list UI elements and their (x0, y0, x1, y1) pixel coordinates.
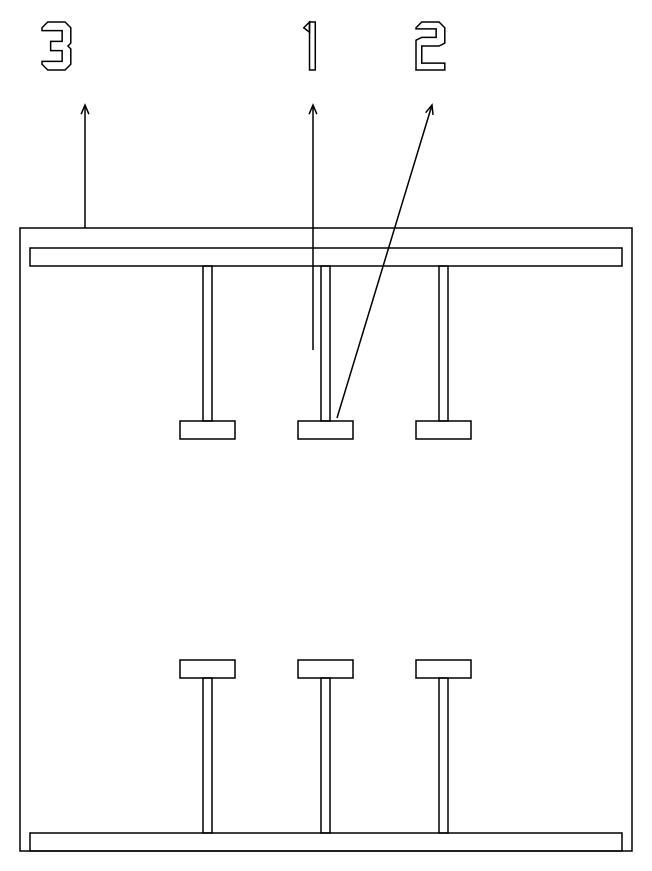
technical-diagram (0, 0, 652, 871)
